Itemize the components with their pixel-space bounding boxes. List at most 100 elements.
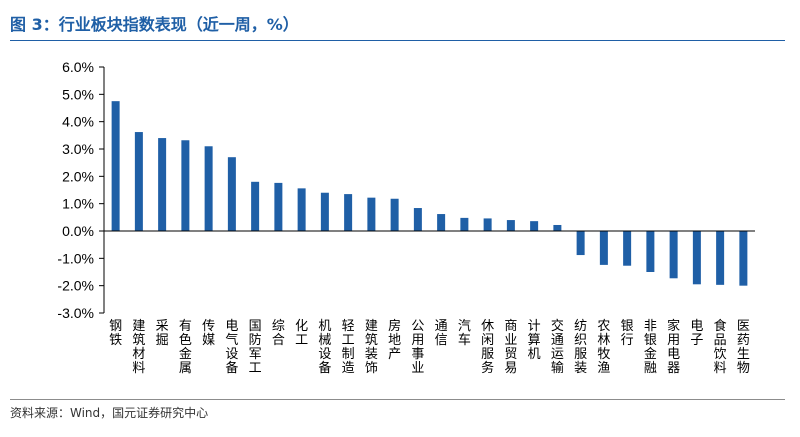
category-label-char: 食 <box>714 318 727 334</box>
category-label-char: 闲 <box>481 333 494 348</box>
y-tick-label: 3.0% <box>62 141 94 157</box>
category-label-char: 物 <box>737 361 750 376</box>
category-label-char: 电 <box>690 319 703 334</box>
category-label-char: 料 <box>132 361 145 376</box>
y-tick-label: 0.0% <box>62 223 94 239</box>
bar-2 <box>158 138 167 231</box>
category-label-char: 输 <box>551 360 564 376</box>
category-label-char: 纺 <box>574 319 587 334</box>
category-label-char: 贸 <box>504 347 517 362</box>
category-label-char: 休 <box>481 319 494 334</box>
category-label-char: 品 <box>714 333 727 348</box>
category-label-char: 金 <box>179 346 192 362</box>
category-label-char: 地 <box>388 333 401 348</box>
category-label-char: 融 <box>644 361 657 376</box>
bar-12 <box>390 198 399 231</box>
category-label-char: 产 <box>388 347 401 362</box>
bar-25 <box>692 231 701 285</box>
category-label-char: 综 <box>272 319 285 334</box>
category-label-char: 业 <box>411 361 424 376</box>
category-label-char: 金 <box>644 346 657 362</box>
category-label-char: 建 <box>365 319 378 334</box>
category-label-char: 医 <box>737 319 750 334</box>
category-label-char: 制 <box>342 347 355 362</box>
bar-18 <box>530 221 539 231</box>
category-label-char: 家 <box>667 318 680 334</box>
category-label-char: 农 <box>597 319 610 334</box>
category-label-char: 设 <box>318 347 331 362</box>
y-tick-label: 4.0% <box>62 114 94 130</box>
category-label: 综合 <box>272 319 285 348</box>
category-label: 传媒 <box>202 319 215 348</box>
bar-23 <box>646 231 655 272</box>
category-label-char: 器 <box>667 361 680 376</box>
category-label: 钢铁 <box>109 319 122 348</box>
category-label-char: 药 <box>737 333 750 348</box>
category-label-char: 子 <box>690 333 703 348</box>
category-label-char: 备 <box>225 360 238 376</box>
category-label-char: 传 <box>202 319 215 334</box>
category-label-char: 色 <box>179 332 192 348</box>
category-label: 采掘 <box>156 319 169 348</box>
category-label-char: 生 <box>737 347 750 362</box>
category-label-char: 化 <box>295 319 308 334</box>
category-label-char: 械 <box>318 333 331 348</box>
y-tick-label: -3.0% <box>57 305 94 321</box>
bar-26 <box>716 231 725 285</box>
category-label-char: 务 <box>481 360 494 376</box>
category-label-char: 算 <box>528 333 541 348</box>
category-label-char: 铁 <box>109 333 122 348</box>
category-label-char: 通 <box>551 333 564 348</box>
bar-15 <box>460 217 469 231</box>
y-tick-label: 5.0% <box>62 86 94 102</box>
bars-layer <box>111 101 748 286</box>
category-label-char: 房 <box>388 318 401 334</box>
y-tick-label: 1.0% <box>62 196 94 212</box>
bar-21 <box>599 231 608 265</box>
category-label-char: 饰 <box>365 361 378 376</box>
category-label-char: 设 <box>225 347 238 362</box>
category-label-char: 易 <box>504 361 517 376</box>
y-tick-label: -1.0% <box>57 250 94 266</box>
category-label-char: 媒 <box>202 333 215 348</box>
category-label-char: 国 <box>249 319 262 334</box>
category-label-char: 掘 <box>156 333 169 348</box>
y-tick-label: 6.0% <box>62 59 94 75</box>
category-label-char: 汽 <box>458 319 471 334</box>
category-label-char: 信 <box>435 333 448 348</box>
category-label-char: 业 <box>504 333 517 348</box>
y-tick-label: 2.0% <box>62 168 94 184</box>
category-label-char: 饮 <box>714 347 727 362</box>
category-labels: 钢铁建筑材料采掘有色金属传媒电气设备国防军工综合化工机械设备轻工制造建筑装饰房地… <box>109 318 750 376</box>
bar-8 <box>297 188 306 231</box>
bar-3 <box>181 140 190 231</box>
bar-5 <box>227 157 236 231</box>
category-label-char: 计 <box>528 319 541 334</box>
category-label-char: 工 <box>249 361 262 376</box>
category-label-char: 牧 <box>597 347 610 362</box>
category-label-char: 筑 <box>365 332 378 348</box>
category-label-char: 材 <box>132 347 145 362</box>
category-label-char: 织 <box>574 333 587 348</box>
category-label-char: 属 <box>179 361 192 376</box>
bar-16 <box>483 218 492 231</box>
category-label-char: 渔 <box>597 361 610 376</box>
y-axis: 6.0% 5.0% 4.0% 3.0% 2.0% 1.0% 0.0% -1.0% -2.0% -3… <box>57 59 105 321</box>
category-label-char: 行 <box>621 333 634 348</box>
bar-19 <box>553 224 562 231</box>
category-label-char: 工 <box>295 333 308 348</box>
bar-20 <box>576 231 585 256</box>
category-label-char: 运 <box>551 347 564 362</box>
bar-11 <box>367 197 376 231</box>
bar-13 <box>413 208 422 231</box>
